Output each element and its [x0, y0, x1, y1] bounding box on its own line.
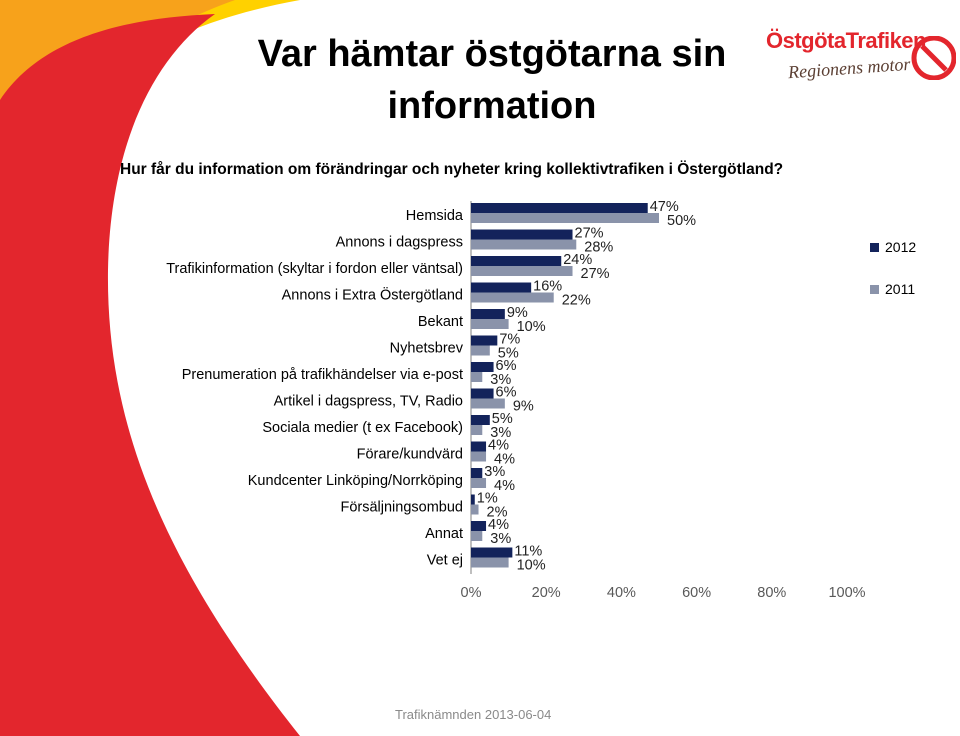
category-label: Annons i Extra Östergötland [282, 286, 463, 304]
category-label: Annat [425, 526, 463, 542]
data-label-2012: 4% [488, 438, 509, 454]
swoosh-red [0, 14, 300, 736]
bar-2011 [471, 345, 490, 356]
data-label-2012: 47% [650, 199, 679, 215]
brand-logo: ÖstgötaTrafiken Regionens motor [766, 28, 956, 88]
bar-2012 [471, 203, 648, 213]
category-label: Artikel i dagspress, TV, Radio [274, 394, 463, 410]
bar-2012 [471, 468, 483, 478]
data-label-2012: 3% [484, 464, 505, 480]
bar-2011 [471, 504, 479, 515]
bar-2011 [471, 319, 509, 329]
data-label-2011: 3% [490, 425, 511, 441]
category-label: Försäljningsombud [340, 500, 463, 516]
bar-2012 [471, 335, 498, 346]
bar-2011 [471, 292, 554, 303]
bar-2012 [471, 362, 494, 372]
data-label-2011: 10% [517, 558, 546, 574]
data-label-2012: 24% [563, 252, 592, 268]
legend-label-2011: 2011 [885, 281, 916, 297]
data-label-2012: 7% [499, 332, 520, 348]
data-label-2011: 4% [494, 478, 515, 494]
x-tick-label: 100% [828, 585, 865, 601]
data-label-2011: 3% [490, 531, 511, 547]
data-label-2012: 5% [492, 411, 513, 427]
data-label-2011: 28% [584, 240, 613, 256]
data-label-2011: 3% [490, 372, 511, 388]
category-label: Sociala medier (t ex Facebook) [262, 420, 463, 436]
data-label-2012: 16% [533, 279, 562, 295]
category-label: Trafikinformation (skyltar i fordon elle… [166, 261, 463, 277]
bar-2012 [471, 256, 562, 266]
category-label: Förare/kundvärd [357, 447, 463, 463]
bar-2011 [471, 478, 487, 488]
data-label-2011: 9% [513, 399, 534, 415]
bar-2012 [471, 229, 573, 240]
x-tick-label: 80% [757, 585, 786, 601]
bar-2011 [471, 372, 483, 382]
bar-2011 [471, 213, 659, 223]
footer-text: Trafiknämnden 2013-06-04 [395, 707, 552, 722]
data-label-2011: 22% [562, 293, 591, 309]
category-label: Vet ej [427, 553, 463, 569]
data-label-2012: 1% [477, 491, 498, 507]
logo-brand-text: ÖstgötaTrafiken [766, 28, 926, 53]
x-tick-label: 40% [607, 585, 636, 601]
category-label: Bekant [418, 314, 463, 330]
bar-2011 [471, 398, 505, 409]
legend-item-2012: 2012 [870, 237, 916, 257]
bar-2012 [471, 415, 490, 425]
data-label-2011: 5% [498, 346, 519, 362]
page-title: Var hämtar östgötarna sin information [257, 33, 727, 127]
data-label-2012: 9% [507, 305, 528, 321]
bar-2012 [471, 547, 513, 558]
bar-2012 [471, 309, 505, 319]
bar-2011 [471, 266, 573, 276]
bar-2011 [471, 239, 577, 250]
category-label: Kundcenter Linköping/Norrköping [248, 473, 463, 489]
data-label-2011: 2% [487, 505, 508, 521]
data-label-2012: 4% [488, 517, 509, 533]
bar-2011 [471, 451, 487, 462]
data-label-2012: 6% [496, 358, 517, 374]
bar-2012 [471, 441, 487, 452]
bar-2012 [471, 282, 532, 293]
legend-label-2012: 2012 [885, 239, 917, 255]
x-tick-label: 20% [532, 585, 561, 601]
category-label: Prenumeration på trafikhändelser via e-p… [182, 367, 463, 383]
data-label-2012: 11% [514, 544, 542, 560]
bar-2011 [471, 531, 483, 541]
bar-2011 [471, 425, 483, 435]
data-label-2011: 10% [517, 319, 546, 335]
category-label: Annons i dagspress [336, 235, 463, 251]
legend-swatch-2012 [870, 242, 879, 252]
category-label: Nyhetsbrev [390, 341, 464, 357]
legend-item-2011: 2011 [870, 279, 916, 299]
bar-2012 [471, 494, 475, 505]
data-label-2011: 50% [667, 213, 696, 229]
x-tick-label: 0% [461, 585, 482, 601]
data-label-2012: 27% [575, 226, 604, 242]
chart-question: Hur får du information om förändringar o… [120, 161, 784, 178]
chart-legend: 2012 2011 [870, 237, 916, 321]
category-label: Hemsida [406, 208, 464, 224]
data-label-2011: 27% [581, 266, 610, 282]
data-label-2011: 4% [494, 452, 515, 468]
bar-2012 [471, 388, 494, 399]
x-tick-label: 60% [682, 585, 711, 601]
bar-2012 [471, 521, 487, 531]
bar-2011 [471, 557, 509, 568]
logo-mark-icon [911, 36, 956, 80]
legend-swatch-2011 [870, 284, 879, 294]
data-label-2012: 6% [496, 385, 517, 401]
